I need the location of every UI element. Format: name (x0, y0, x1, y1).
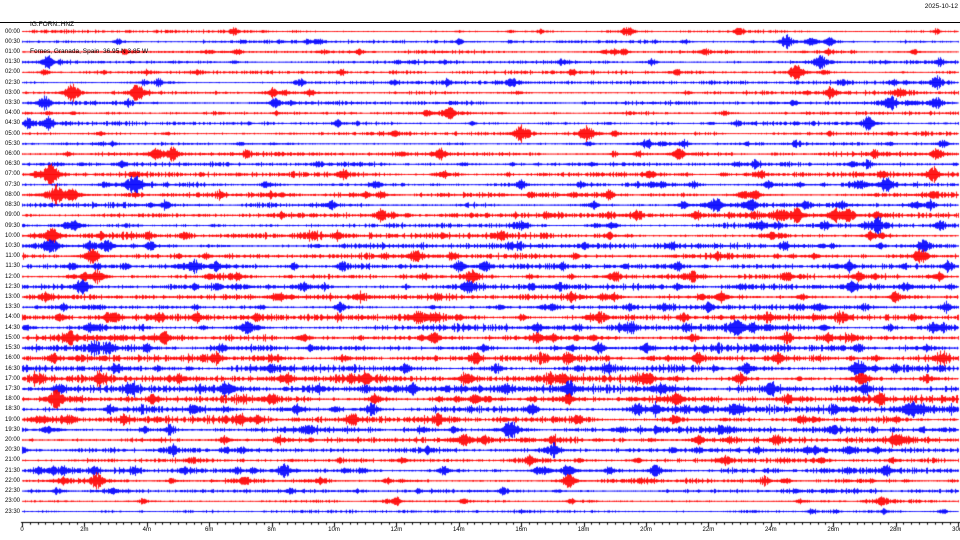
x-axis-tick-label: 30m (952, 527, 960, 533)
row-time-label: 10:30 (4, 242, 20, 249)
row-time-label: 17:30 (4, 385, 20, 392)
row-time-label: 08:00 (4, 191, 20, 198)
x-axis-tick-label: 8m (267, 527, 276, 533)
row-time-label: 18:30 (4, 406, 20, 413)
row-time-label: 14:00 (4, 314, 20, 321)
x-axis-tick-label: 14m (452, 527, 465, 533)
station-info: IG.FORN..HNZ Fornes, Granada, Spain 36.9… (30, 2, 148, 74)
row-time-label: 05:30 (4, 140, 20, 147)
x-axis-tick-label: 0 (20, 527, 24, 533)
row-time-label: 03:30 (4, 99, 20, 106)
row-time-label: 22:00 (4, 477, 20, 484)
row-time-label: 02:00 (4, 69, 20, 76)
x-axis-tick-label: 20m (640, 527, 652, 533)
row-time-label: 20:30 (4, 447, 20, 454)
row-time-label: 22:30 (4, 488, 20, 495)
row-time-label: 00:30 (4, 38, 20, 45)
row-time-label: 08:30 (4, 202, 20, 209)
row-time-label: 18:00 (4, 396, 20, 403)
x-axis-tick-label: 2m (80, 527, 89, 533)
row-time-label: 13:00 (4, 294, 20, 301)
row-time-label: 00:00 (4, 28, 20, 35)
header-divider (0, 22, 960, 23)
row-time-label: 21:00 (4, 457, 20, 464)
x-axis-tick-label: 16m (515, 527, 528, 533)
date-label: 2025-10-12 (924, 3, 958, 10)
row-time-label: 01:30 (4, 59, 20, 66)
row-time-label: 06:00 (4, 151, 20, 158)
row-time-label: 04:00 (4, 110, 20, 117)
row-time-label: 12:30 (4, 283, 20, 290)
x-axis-tick-label: 6m (205, 527, 214, 533)
row-time-label: 13:30 (4, 304, 20, 311)
x-axis-tick-label: 10m (328, 527, 340, 533)
row-time-label: 01:00 (4, 48, 20, 55)
row-time-label: 11:30 (5, 263, 20, 270)
x-axis-tick-label: 4m (142, 527, 151, 533)
row-time-label: 09:30 (4, 222, 20, 229)
station-id: IG.FORN..HNZ (30, 21, 75, 28)
row-time-label: 16:00 (4, 355, 20, 362)
row-time-label: 19:30 (4, 426, 20, 433)
row-time-label: 15:00 (4, 334, 20, 341)
x-axis-tick-label: 22m (702, 527, 715, 533)
row-time-label: 10:00 (4, 232, 20, 239)
row-time-label: 07:00 (4, 171, 20, 178)
x-axis-tick-label: 28m (889, 527, 902, 533)
row-time-label: 14:30 (4, 324, 20, 331)
row-time-label: 03:00 (4, 89, 20, 96)
row-time-label: 11:00 (5, 253, 20, 260)
row-time-label: 05:00 (4, 130, 20, 137)
x-axis-tick-label: 12m (390, 527, 403, 533)
row-time-label: 23:00 (4, 498, 20, 505)
row-time-label: 15:30 (4, 345, 20, 352)
row-time-label: 09:00 (4, 212, 20, 219)
row-time-label: 17:00 (4, 375, 20, 382)
row-time-label: 07:30 (4, 181, 20, 188)
row-time-label: 02:30 (4, 79, 20, 86)
row-time-label: 19:00 (4, 416, 20, 423)
row-time-label: 20:00 (4, 437, 20, 444)
station-description: Fornes, Granada, Spain 36.95 N 3.85 W (30, 48, 149, 55)
row-time-label: 12:00 (4, 273, 20, 280)
row-time-label: 23:30 (4, 508, 20, 515)
row-time-label: 21:30 (4, 467, 20, 474)
row-time-label: 06:30 (4, 161, 20, 168)
row-time-label: 16:30 (4, 365, 20, 372)
x-axis-tick-label: 18m (577, 527, 590, 533)
x-axis-tick-label: 24m (764, 527, 777, 533)
x-axis-tick-label: 26m (827, 527, 840, 533)
row-time-label: 04:30 (4, 120, 20, 127)
